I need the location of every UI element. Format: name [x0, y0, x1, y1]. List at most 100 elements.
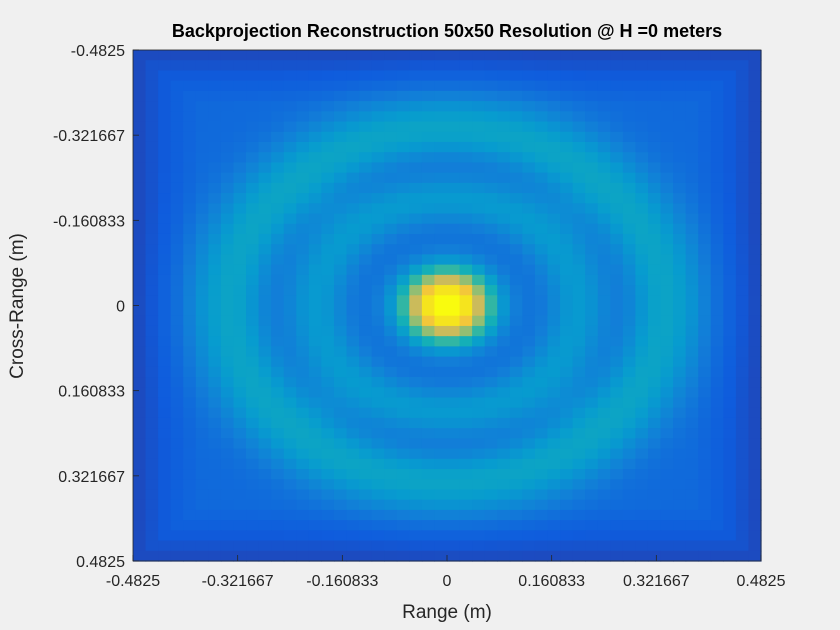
- heatmap-cell: [635, 285, 649, 296]
- heatmap-cell: [133, 152, 147, 164]
- heatmap-cell: [195, 50, 209, 61]
- heatmap-cell: [233, 315, 247, 327]
- heatmap-cell: [748, 325, 762, 337]
- heatmap-cell: [346, 80, 360, 92]
- heatmap-cell: [673, 366, 687, 378]
- heatmap-cell: [271, 101, 285, 112]
- heatmap-cell: [572, 407, 586, 419]
- heatmap-cell: [133, 489, 147, 501]
- heatmap-cell: [384, 366, 398, 378]
- heatmap-cell: [145, 550, 159, 562]
- heatmap-cell: [723, 141, 737, 153]
- heatmap-cell: [710, 141, 724, 153]
- heatmap-cell: [409, 356, 423, 368]
- heatmap-cell: [246, 193, 260, 204]
- heatmap-cell: [258, 346, 272, 358]
- heatmap-cell: [698, 530, 712, 542]
- heatmap-cell: [522, 336, 536, 347]
- heatmap-cell: [421, 131, 436, 143]
- heatmap-cell: [195, 233, 209, 245]
- heatmap-cell: [534, 458, 549, 470]
- heatmap-cell: [220, 285, 235, 296]
- heatmap-cell: [459, 182, 473, 194]
- heatmap-cell: [647, 366, 662, 378]
- heatmap-cell: [308, 315, 322, 327]
- heatmap-cell: [371, 141, 385, 153]
- heatmap-cell: [735, 244, 750, 255]
- heatmap-cell: [158, 131, 172, 143]
- heatmap-cell: [296, 70, 310, 82]
- heatmap-cell: [597, 101, 611, 112]
- heatmap-cell: [233, 193, 247, 204]
- heatmap-cell: [698, 172, 712, 184]
- heatmap-cell: [534, 152, 549, 164]
- heatmap-cell: [359, 213, 373, 225]
- heatmap-cell: [547, 428, 561, 439]
- heatmap-cell: [472, 489, 486, 501]
- heatmap-cell: [698, 295, 712, 307]
- heatmap-cell: [321, 223, 335, 235]
- heatmap-cell: [409, 70, 423, 82]
- heatmap-cell: [673, 438, 687, 450]
- heatmap-cell: [246, 377, 260, 388]
- heatmap-cell: [610, 254, 624, 266]
- heatmap-cell: [509, 101, 523, 112]
- heatmap-cell: [647, 254, 662, 266]
- heatmap-cell: [509, 489, 523, 501]
- heatmap-cell: [610, 223, 624, 235]
- heatmap-cell: [472, 264, 486, 276]
- heatmap-cell: [208, 356, 222, 368]
- heatmap-cell: [346, 182, 360, 194]
- heatmap-cell: [447, 366, 461, 378]
- heatmap-cell: [183, 285, 197, 296]
- heatmap-cell: [195, 254, 209, 266]
- heatmap-cell: [271, 428, 285, 439]
- heatmap-cell: [195, 397, 209, 409]
- heatmap-cell: [572, 458, 586, 470]
- heatmap-cell: [723, 223, 737, 235]
- heatmap-cell: [220, 509, 235, 521]
- heatmap-cell: [421, 315, 436, 327]
- heatmap-cell: [371, 428, 385, 439]
- heatmap-cell: [220, 540, 235, 552]
- heatmap-cell: [647, 377, 662, 388]
- heatmap-cell: [321, 356, 335, 368]
- heatmap-cell: [735, 285, 750, 296]
- heatmap-cell: [522, 101, 536, 112]
- heatmap-cell: [396, 162, 410, 174]
- heatmap-cell: [421, 366, 436, 378]
- heatmap-cell: [685, 90, 699, 102]
- heatmap-cell: [333, 397, 348, 409]
- heatmap-cell: [660, 90, 674, 102]
- heatmap-cell: [622, 244, 636, 255]
- heatmap-cell: [560, 70, 574, 82]
- heatmap-cell: [220, 213, 235, 225]
- heatmap-cell: [572, 101, 586, 112]
- heatmap-cell: [710, 479, 724, 491]
- heatmap-cell: [572, 387, 586, 399]
- heatmap-cell: [572, 489, 586, 501]
- heatmap-cell: [246, 285, 260, 296]
- heatmap-cell: [522, 458, 536, 470]
- heatmap-cell: [522, 438, 536, 450]
- heatmap-cell: [497, 111, 511, 123]
- heatmap-cell: [133, 295, 147, 307]
- heatmap-cell: [271, 448, 285, 460]
- heatmap-cell: [547, 131, 561, 143]
- heatmap-cell: [710, 499, 724, 511]
- heatmap-cell: [534, 101, 549, 112]
- heatmap-cell: [685, 325, 699, 337]
- heatmap-cell: [421, 325, 436, 337]
- heatmap-cell: [710, 223, 724, 235]
- heatmap-cell: [409, 520, 423, 531]
- heatmap-cell: [283, 295, 297, 307]
- heatmap-cell: [308, 60, 322, 72]
- heatmap-cell: [396, 397, 410, 409]
- heatmap-cell: [371, 499, 385, 511]
- heatmap-cell: [698, 80, 712, 92]
- heatmap-cell: [698, 489, 712, 501]
- heatmap-cell: [585, 550, 599, 562]
- heatmap-cell: [296, 141, 310, 153]
- heatmap-cell: [660, 356, 674, 368]
- heatmap-cell: [673, 509, 687, 521]
